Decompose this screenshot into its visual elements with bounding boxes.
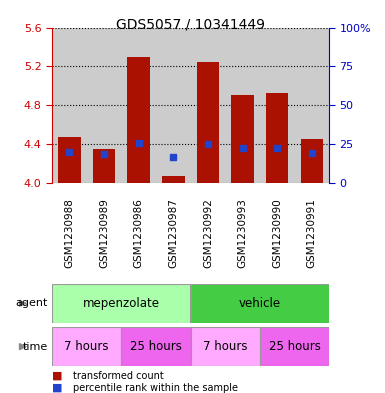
Text: GSM1230988: GSM1230988 <box>64 198 74 268</box>
Bar <box>52 327 121 366</box>
Text: vehicle: vehicle <box>239 297 281 310</box>
Bar <box>52 284 190 323</box>
Text: percentile rank within the sample: percentile rank within the sample <box>73 383 238 393</box>
Bar <box>93 149 115 183</box>
Text: GSM1230991: GSM1230991 <box>307 198 317 268</box>
Text: GSM1230987: GSM1230987 <box>168 198 178 268</box>
Bar <box>260 327 329 366</box>
Text: ■: ■ <box>52 371 62 381</box>
Text: 7 hours: 7 hours <box>203 340 248 353</box>
Text: GSM1230986: GSM1230986 <box>134 198 144 268</box>
Bar <box>197 62 219 183</box>
Text: GSM1230989: GSM1230989 <box>99 198 109 268</box>
Text: ■: ■ <box>52 383 62 393</box>
Text: GSM1230992: GSM1230992 <box>203 198 213 268</box>
Text: 7 hours: 7 hours <box>64 340 109 353</box>
Bar <box>162 176 184 183</box>
Bar <box>127 57 150 183</box>
Text: GDS5057 / 10341449: GDS5057 / 10341449 <box>116 18 265 32</box>
Text: GSM1230993: GSM1230993 <box>238 198 248 268</box>
Bar <box>58 137 80 183</box>
Text: time: time <box>23 342 48 352</box>
Bar <box>266 94 288 183</box>
Bar <box>301 139 323 183</box>
Bar <box>231 95 254 183</box>
Bar <box>191 284 329 323</box>
Text: 25 hours: 25 hours <box>269 340 320 353</box>
Bar <box>121 327 191 366</box>
Text: transformed count: transformed count <box>73 371 164 381</box>
Text: 25 hours: 25 hours <box>130 340 182 353</box>
Text: agent: agent <box>16 298 48 309</box>
Text: GSM1230990: GSM1230990 <box>272 198 282 268</box>
Bar <box>191 327 260 366</box>
Text: mepenzolate: mepenzolate <box>83 297 160 310</box>
